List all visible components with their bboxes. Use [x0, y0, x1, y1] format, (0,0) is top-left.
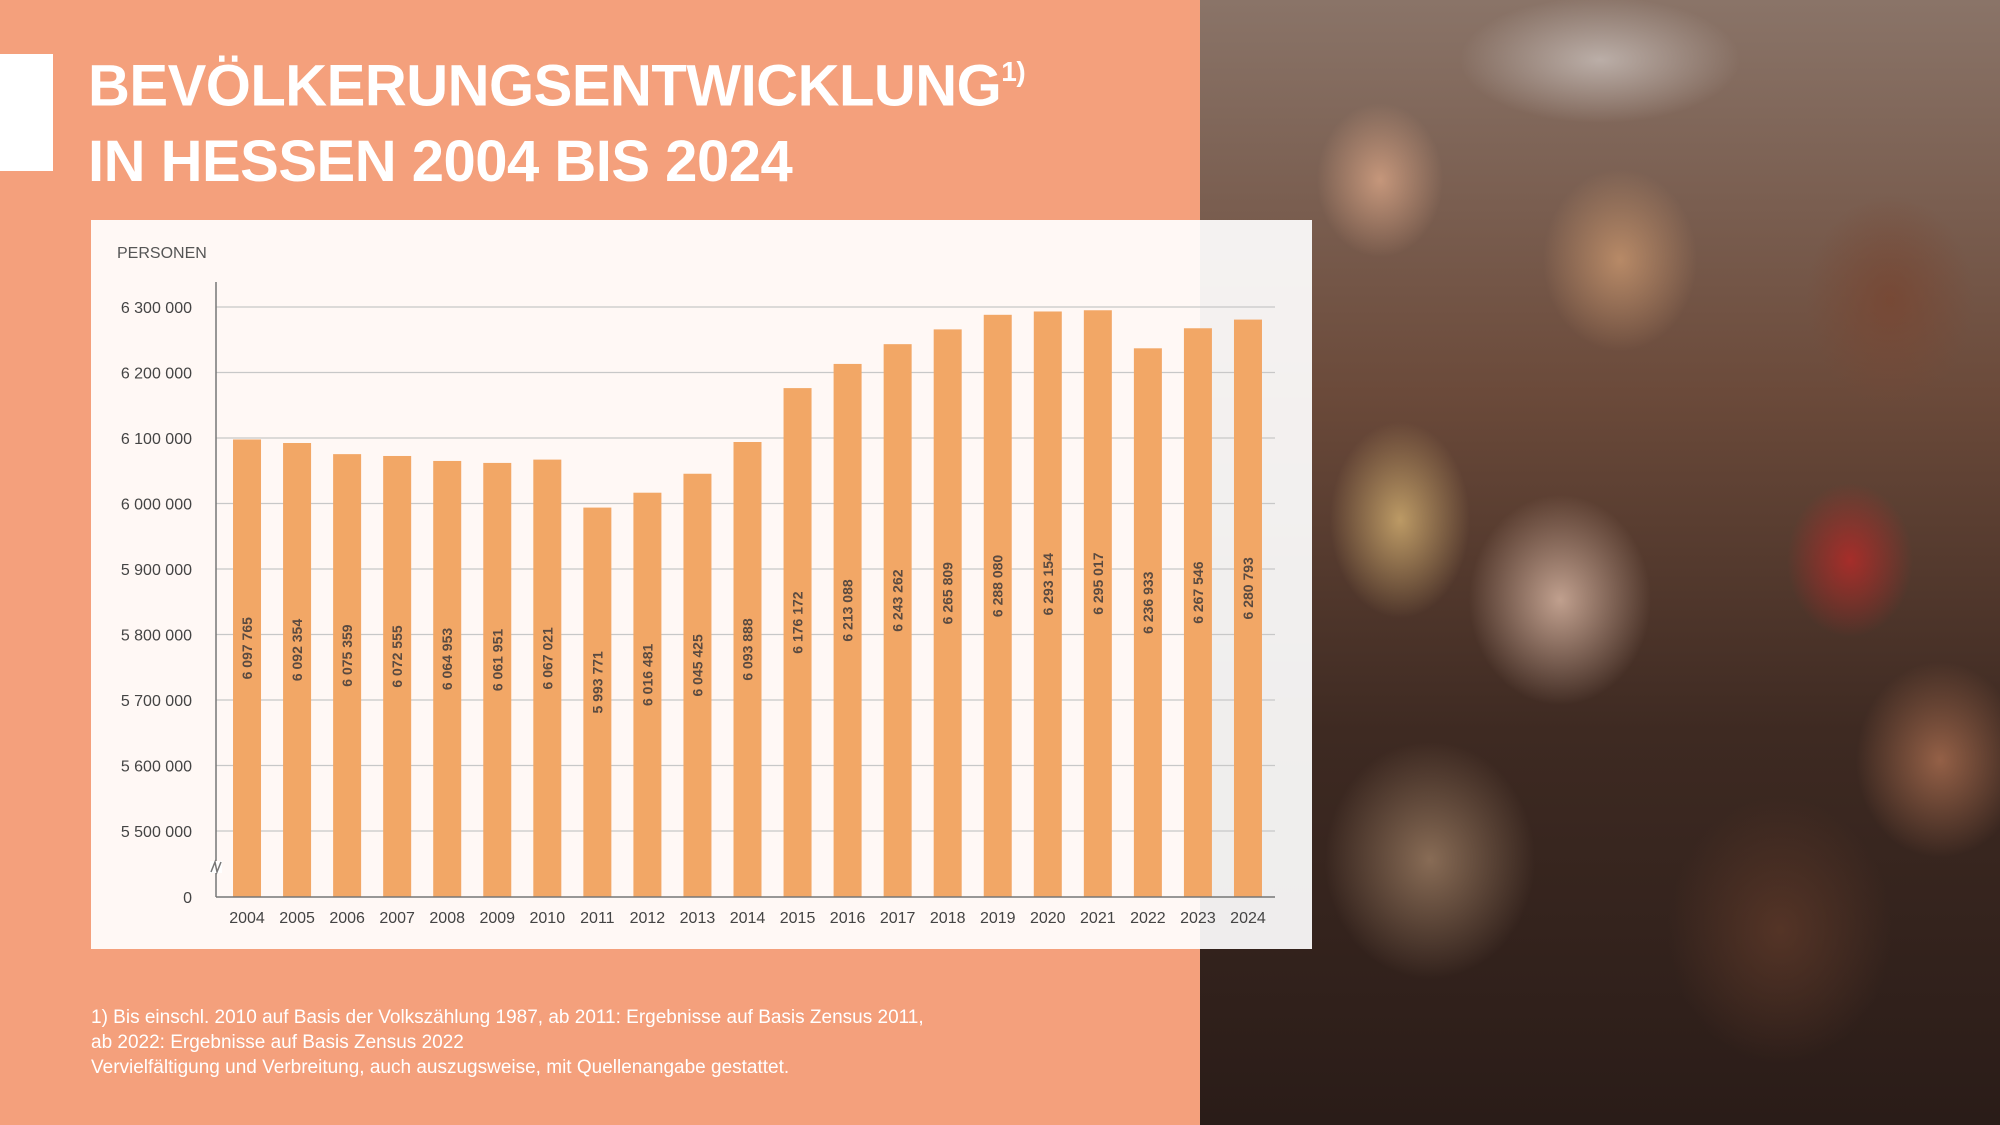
bar-value-label: 5 993 771: [589, 651, 605, 713]
bar: [283, 443, 312, 897]
bar-value-label: 6 097 765: [239, 617, 255, 679]
y-tick-label: 6 000 000: [121, 497, 192, 514]
bar: [1233, 319, 1262, 897]
y-tick-labels: 0 5 500 000 5 600 000 5 700 000 5 800 000 5 9…: [121, 300, 192, 907]
bar: [1083, 310, 1112, 897]
bar: [833, 363, 862, 897]
y-tick-label: 5 700 000: [121, 693, 192, 710]
bar-value-label: 6 067 021: [539, 627, 555, 689]
bar: [783, 388, 812, 897]
y-tick-label: 5 600 000: [121, 759, 192, 776]
x-tick-label: 2019: [980, 910, 1016, 927]
bar: [733, 442, 762, 897]
footnote-line-2: ab 2022: Ergebnisse auf Basis Zensus 202…: [91, 1032, 464, 1053]
x-tick-label: 2014: [730, 910, 766, 927]
y-tick-label: 6 100 000: [121, 431, 192, 448]
x-tick-label: 2010: [530, 910, 566, 927]
x-tick-label: 2017: [880, 910, 916, 927]
x-tick-labels: 2004 2005 2006 2007 2008 2009 2010 2011 2012 2013…: [229, 910, 1266, 927]
bar-value-label: 6 267 546: [1190, 561, 1206, 623]
title-line-1: BEVÖLKERUNGSENTWICKLUNG1): [88, 53, 1026, 119]
axes: [210, 282, 1275, 898]
x-tick-label: 2024: [1230, 910, 1266, 927]
bar-value-label: 6 075 359: [339, 624, 355, 686]
bars: [233, 310, 1262, 897]
x-tick-label: 2005: [279, 910, 315, 927]
bar-value-label: 6 213 088: [840, 579, 856, 641]
bar: [933, 329, 962, 897]
population-bar-chart: PERSONEN 0 5 500 000 5 600 000 5 700 000 5 8…: [117, 245, 1275, 927]
bar: [583, 507, 612, 897]
footnote-line-1: 1) Bis einschl. 2010 auf Basis der Volks…: [91, 1007, 924, 1028]
title-footnote-marker: 1): [1001, 56, 1026, 87]
x-tick-label: 2021: [1080, 910, 1116, 927]
bar: [233, 439, 262, 897]
y-tick-label: 6 200 000: [121, 366, 192, 383]
bar: [1033, 311, 1062, 897]
bar: [333, 454, 362, 897]
bar-value-label: 6 288 080: [990, 555, 1006, 617]
bar: [633, 492, 662, 897]
x-tick-label: 2020: [1030, 910, 1066, 927]
x-tick-label: 2016: [830, 910, 866, 927]
x-tick-label: 2011: [580, 910, 615, 927]
footnote-line-3: Vervielfältigung und Verbreitung, auch a…: [91, 1057, 790, 1078]
bar: [383, 455, 412, 897]
chart-panel: PERSONEN 0 5 500 000 5 600 000 5 700 000 5 8…: [91, 220, 1312, 949]
bar-value-label: 6 295 017: [1090, 552, 1106, 614]
bar: [1183, 328, 1212, 897]
bar-value-label: 6 176 172: [790, 591, 806, 653]
bar-value-label: 6 045 425: [689, 634, 705, 696]
y-axis-title: PERSONEN: [117, 245, 207, 262]
bar-value-label: 6 093 888: [740, 618, 756, 680]
bar-value-label: 6 092 354: [289, 619, 305, 681]
bar-value-label: 6 280 793: [1240, 557, 1256, 619]
bar-value-label: 6 072 555: [389, 625, 405, 687]
title-accent-bar: [0, 54, 53, 171]
bar: [483, 462, 512, 897]
bar: [983, 314, 1012, 897]
y-tick-label: 6 300 000: [121, 300, 192, 317]
x-tick-label: 2004: [229, 910, 265, 927]
x-tick-label: 2007: [379, 910, 415, 927]
x-tick-label: 2015: [780, 910, 816, 927]
bar-value-label: 6 243 262: [890, 569, 906, 631]
title-line-2: IN HESSEN 2004 BIS 2024: [88, 129, 793, 195]
x-tick-label: 2008: [429, 910, 465, 927]
bar-value-label: 6 236 933: [1140, 571, 1156, 633]
bar: [683, 473, 712, 897]
x-tick-label: 2006: [329, 910, 365, 927]
y-tick-label: 0: [183, 890, 192, 907]
bar-value-label: 6 064 953: [439, 628, 455, 690]
x-tick-label: 2012: [630, 910, 666, 927]
y-tick-label: 5 500 000: [121, 824, 192, 841]
axis-break-icon: [210, 859, 222, 875]
bar: [1133, 348, 1162, 897]
x-tick-label: 2009: [479, 910, 515, 927]
x-tick-label: 2022: [1130, 910, 1166, 927]
footnote: 1) Bis einschl. 2010 auf Basis der Volks…: [91, 1005, 924, 1080]
x-tick-label: 2018: [930, 910, 966, 927]
bar-value-label: 6 016 481: [639, 644, 655, 706]
x-tick-label: 2013: [680, 910, 716, 927]
bar: [433, 460, 462, 897]
y-tick-label: 5 800 000: [121, 628, 192, 645]
value-labels: 6 097 765 6 092 354 6 075 359 6 072 555 6 06…: [239, 552, 1256, 713]
x-tick-label: 2023: [1180, 910, 1216, 927]
bar: [883, 344, 912, 897]
bar-value-label: 6 293 154: [1040, 553, 1056, 615]
page-title: BEVÖLKERUNGSENTWICKLUNG1) IN HESSEN 2004…: [88, 38, 1026, 200]
crowd-photo: [1200, 0, 2000, 1125]
bar: [533, 459, 562, 897]
bar-value-label: 6 061 951: [489, 629, 505, 691]
bar-value-label: 6 265 809: [940, 562, 956, 624]
y-tick-label: 5 900 000: [121, 562, 192, 579]
